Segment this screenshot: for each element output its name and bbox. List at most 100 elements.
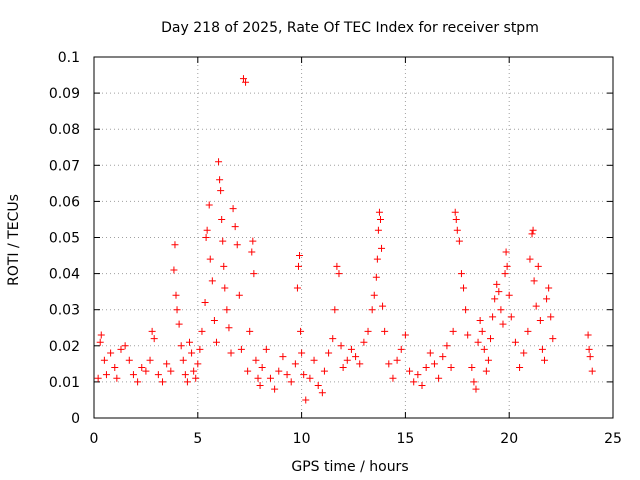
x-tick-label: 15 xyxy=(396,431,414,447)
data-point xyxy=(220,262,228,270)
data-point xyxy=(379,302,387,310)
data-point xyxy=(262,345,270,353)
data-point xyxy=(493,280,501,288)
data-point xyxy=(190,367,198,375)
data-point xyxy=(426,349,434,357)
x-tick-labels: 0 5 10 15 20 25 xyxy=(90,431,622,447)
data-point xyxy=(97,331,105,339)
y-tick-label: 0.01 xyxy=(49,375,80,391)
data-point xyxy=(202,234,210,241)
data-point xyxy=(242,78,250,86)
data-point xyxy=(478,327,486,335)
data-point xyxy=(246,327,254,335)
y-tick-label: 0.08 xyxy=(49,122,80,138)
y-tick-label: 0 xyxy=(71,411,80,427)
data-point xyxy=(401,331,409,339)
data-point xyxy=(547,313,555,321)
data-point xyxy=(221,284,229,292)
data-point xyxy=(177,342,185,350)
data-point xyxy=(476,317,484,325)
data-point xyxy=(372,273,380,281)
data-point xyxy=(172,291,180,299)
data-point xyxy=(524,327,532,335)
grid-lines xyxy=(94,57,613,418)
data-point xyxy=(237,345,245,353)
data-point xyxy=(585,345,593,353)
x-tick-label: 20 xyxy=(500,431,518,447)
data-point xyxy=(356,360,364,368)
data-point xyxy=(489,313,497,321)
data-point xyxy=(244,367,252,375)
y-axis-label: ROTI / TECUs xyxy=(6,194,22,286)
data-point xyxy=(279,353,287,361)
data-point xyxy=(171,241,179,249)
data-point xyxy=(491,295,499,303)
data-point xyxy=(520,349,528,357)
data-point xyxy=(528,230,536,238)
y-tick-label: 0.05 xyxy=(49,231,80,247)
data-point xyxy=(501,270,509,278)
data-points xyxy=(94,75,596,404)
data-point xyxy=(480,345,488,353)
data-point xyxy=(175,320,183,328)
data-point xyxy=(588,367,596,375)
data-point xyxy=(225,324,233,332)
data-point xyxy=(117,345,125,353)
data-point xyxy=(206,255,214,263)
data-point xyxy=(529,226,537,234)
data-point xyxy=(457,270,465,278)
data-point xyxy=(296,252,304,260)
data-point xyxy=(113,374,121,382)
data-point xyxy=(526,255,534,263)
data-point xyxy=(439,353,447,361)
x-tick-label: 25 xyxy=(604,431,622,447)
data-point xyxy=(406,367,414,375)
data-point xyxy=(125,356,133,364)
data-point xyxy=(287,378,295,386)
data-point xyxy=(543,295,551,303)
data-point xyxy=(337,342,345,350)
data-point xyxy=(129,371,137,379)
data-point xyxy=(235,291,243,299)
data-point xyxy=(389,374,397,382)
y-tick-label: 0.03 xyxy=(49,303,80,319)
data-point xyxy=(310,356,318,364)
data-point xyxy=(451,208,459,216)
axis-ticks xyxy=(93,56,614,419)
data-point xyxy=(216,176,224,184)
data-point xyxy=(192,374,200,382)
data-point xyxy=(203,226,211,234)
data-point xyxy=(536,317,544,325)
y-tick-label: 0.04 xyxy=(49,267,80,283)
data-point xyxy=(198,327,206,335)
data-point xyxy=(218,215,226,223)
data-point xyxy=(275,367,283,375)
data-point xyxy=(474,338,482,346)
data-point xyxy=(534,262,542,270)
data-point xyxy=(96,338,104,346)
data-point xyxy=(495,288,503,296)
data-point xyxy=(196,345,204,353)
data-point xyxy=(385,360,393,368)
data-point xyxy=(142,367,150,375)
data-point xyxy=(549,335,557,343)
data-point xyxy=(134,378,142,386)
data-point xyxy=(100,356,108,364)
data-point xyxy=(167,367,175,375)
data-point xyxy=(507,313,515,321)
data-point xyxy=(397,345,405,353)
data-point xyxy=(102,371,110,379)
data-point xyxy=(179,356,187,364)
data-point xyxy=(297,327,305,335)
data-point xyxy=(249,237,257,245)
data-point xyxy=(499,320,507,328)
data-point xyxy=(298,349,306,357)
data-point xyxy=(464,331,472,339)
data-point xyxy=(154,371,162,379)
data-point xyxy=(430,360,438,368)
y-tick-labels: 0 0.01 0.02 0.03 0.04 0.05 0.06 0.07 0.08 0.09 0.1 xyxy=(49,50,80,427)
y-tick-label: 0.07 xyxy=(49,158,80,174)
data-point xyxy=(339,363,347,371)
data-point xyxy=(318,389,326,397)
